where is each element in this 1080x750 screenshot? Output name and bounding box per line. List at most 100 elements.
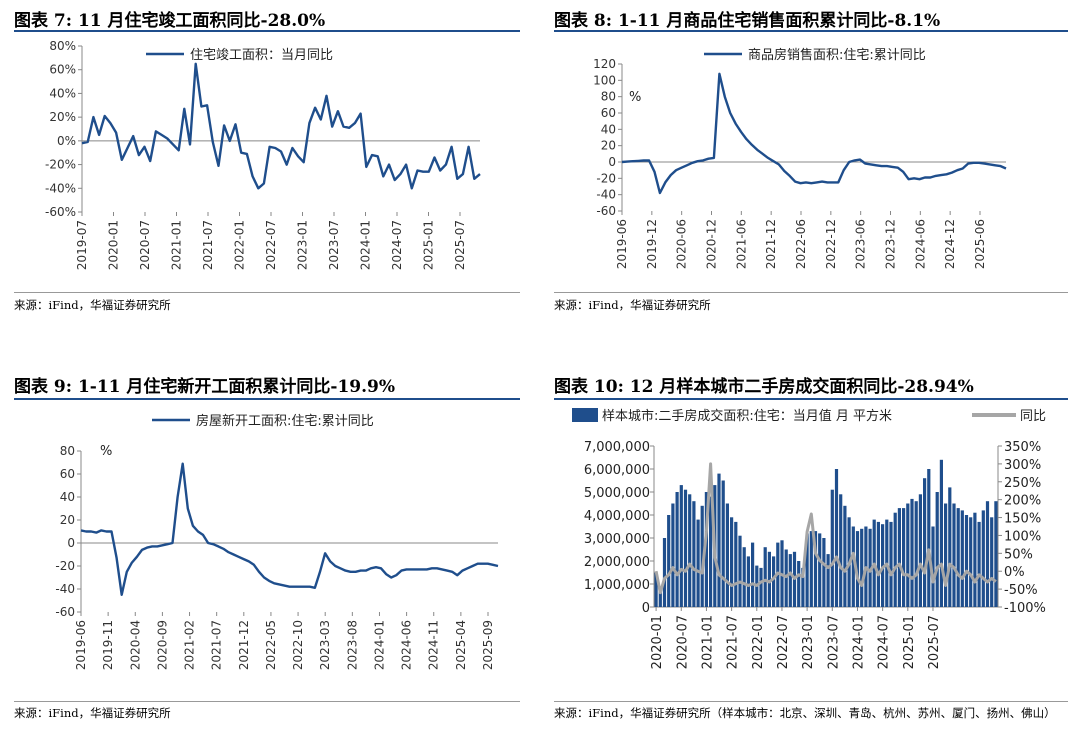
x-tick-label: 2020-06	[675, 219, 689, 269]
y-tick-label: 0%	[57, 134, 76, 148]
bar	[734, 521, 738, 607]
bar	[662, 538, 667, 607]
x-tick-label: 2024-11	[427, 620, 441, 670]
y-tick-label-left: 6,000,000	[584, 463, 650, 478]
bar	[658, 590, 662, 607]
y-tick-label: 80	[601, 90, 616, 104]
x-tick-label: 2022-06	[794, 219, 808, 269]
bar	[839, 494, 843, 607]
x-tick-label: 2021-01	[170, 220, 184, 270]
x-tick-label: 2023-12	[884, 219, 898, 269]
source-rule	[554, 292, 1068, 293]
x-tick-label: 2023-06	[854, 219, 868, 269]
x-tick-label: 2025-01	[902, 615, 917, 669]
y-tick-label: 80%	[49, 39, 76, 53]
y-tick-label: 60%	[49, 63, 76, 77]
x-tick-label: 2024-06	[400, 620, 414, 670]
y-tick-label-right: 300%	[1004, 458, 1041, 473]
bar	[927, 469, 931, 607]
yoy-line	[654, 462, 997, 595]
y-tick-label-right: 50%	[1004, 547, 1033, 562]
bar	[809, 531, 813, 607]
bar	[675, 492, 679, 607]
x-tick-label: 2020-04	[128, 620, 142, 670]
bar	[709, 496, 713, 607]
chart-title: 图表 7: 11 月住宅竣工面积同比-28.0%	[14, 11, 326, 31]
y-tick-label: 40%	[49, 86, 76, 100]
bar	[834, 469, 839, 607]
bar	[952, 503, 956, 607]
bar	[813, 531, 818, 607]
chart-panel-4: 图表 10: 12 月样本城市二手房成交面积同比-28.94% 7,000,00…	[554, 368, 1068, 748]
bar	[797, 561, 801, 607]
bar	[918, 494, 922, 607]
series-line	[81, 62, 481, 190]
source-note: 来源：iFind，华福证券研究所（样本城市：北京、深圳、青岛、杭州、苏州、厦门、…	[554, 706, 1056, 720]
chart-panel-3: 图表 9: 1-11 月住宅新开工面积累计同比-19.9% 80 60 40 20 0 -…	[14, 368, 520, 748]
y-tick-label: 40	[601, 122, 616, 136]
y-tick-label-left: 1,000,000	[584, 578, 650, 593]
y-tick-label-left: 3,000,000	[584, 532, 650, 547]
bar	[897, 508, 901, 607]
y-tick-label-right: -100%	[1004, 601, 1046, 616]
x-tick-label: 2020-01	[107, 220, 121, 270]
x-tick-label: 2025-04	[454, 620, 468, 670]
y-tick-label: 80	[60, 444, 75, 458]
bar	[683, 489, 688, 607]
legend-line-label: 同比	[1020, 409, 1046, 424]
x-tick-label: 2021-06	[734, 219, 748, 269]
x-tick-label: 2023-01	[801, 615, 816, 669]
x-tick-label: 2025-06	[973, 219, 987, 269]
bar	[801, 567, 805, 607]
bar	[889, 521, 893, 607]
legend-label: 住宅竣工面积：当月同比	[190, 48, 333, 63]
x-tick-label: 2023-07	[327, 220, 341, 270]
bar	[763, 547, 767, 607]
bar	[818, 533, 822, 607]
bar	[805, 533, 809, 607]
x-tick-label: 2024-07	[390, 220, 404, 270]
legend-bar-label: 样本城市:二手房成交面积:住宅：当月值 月 平方米	[602, 408, 892, 424]
title-underline	[554, 398, 1068, 400]
chart-panel-2: 图表 8: 1-11 月商品住宅销售面积累计同比-8.1% 120 100 80 60…	[554, 0, 1068, 330]
bar	[759, 567, 763, 607]
bar	[977, 521, 981, 607]
source-note: 来源：iFind，华福证券研究所	[14, 706, 171, 720]
x-tick-label: 2019-11	[101, 620, 115, 670]
bar	[717, 473, 721, 607]
bar	[939, 459, 943, 607]
bar	[746, 556, 750, 607]
x-tick-label: 2019-12	[645, 219, 659, 269]
legend-label: 房屋新开工面积:住宅:累计同比	[196, 413, 374, 429]
bar	[860, 528, 864, 607]
y-tick-label: -40	[55, 582, 75, 596]
title-underline	[554, 30, 1068, 32]
y-tick-label: -60	[55, 605, 75, 619]
x-tick-label: 2020-09	[155, 620, 169, 670]
bar	[868, 528, 872, 607]
y-tick-label-left: 4,000,000	[584, 509, 650, 524]
bar	[667, 515, 671, 607]
x-tick-label: 2024-07	[877, 615, 892, 669]
bar	[767, 551, 771, 607]
y-tick-label: 0	[67, 536, 75, 550]
bar	[969, 517, 973, 607]
bar	[876, 521, 880, 607]
x-tick-label: 2025-09	[481, 620, 495, 670]
x-tick-label: 2021-12	[764, 219, 778, 269]
bar	[881, 524, 885, 607]
bar	[994, 501, 998, 607]
y-tick-label: -20	[596, 171, 616, 185]
x-tick-label: 2020-07	[675, 615, 690, 669]
source-rule	[554, 701, 1068, 702]
bar	[964, 515, 969, 607]
bar	[973, 512, 977, 607]
y-tick-label: 120	[593, 57, 616, 71]
x-tick-label: 2021-12	[237, 620, 251, 670]
y-tick-label: 20	[601, 139, 616, 153]
y-tick-label-left: 7,000,000	[584, 440, 650, 455]
x-tick-label: 2022-01	[233, 220, 247, 270]
x-tick-label: 2020-07	[138, 220, 152, 270]
